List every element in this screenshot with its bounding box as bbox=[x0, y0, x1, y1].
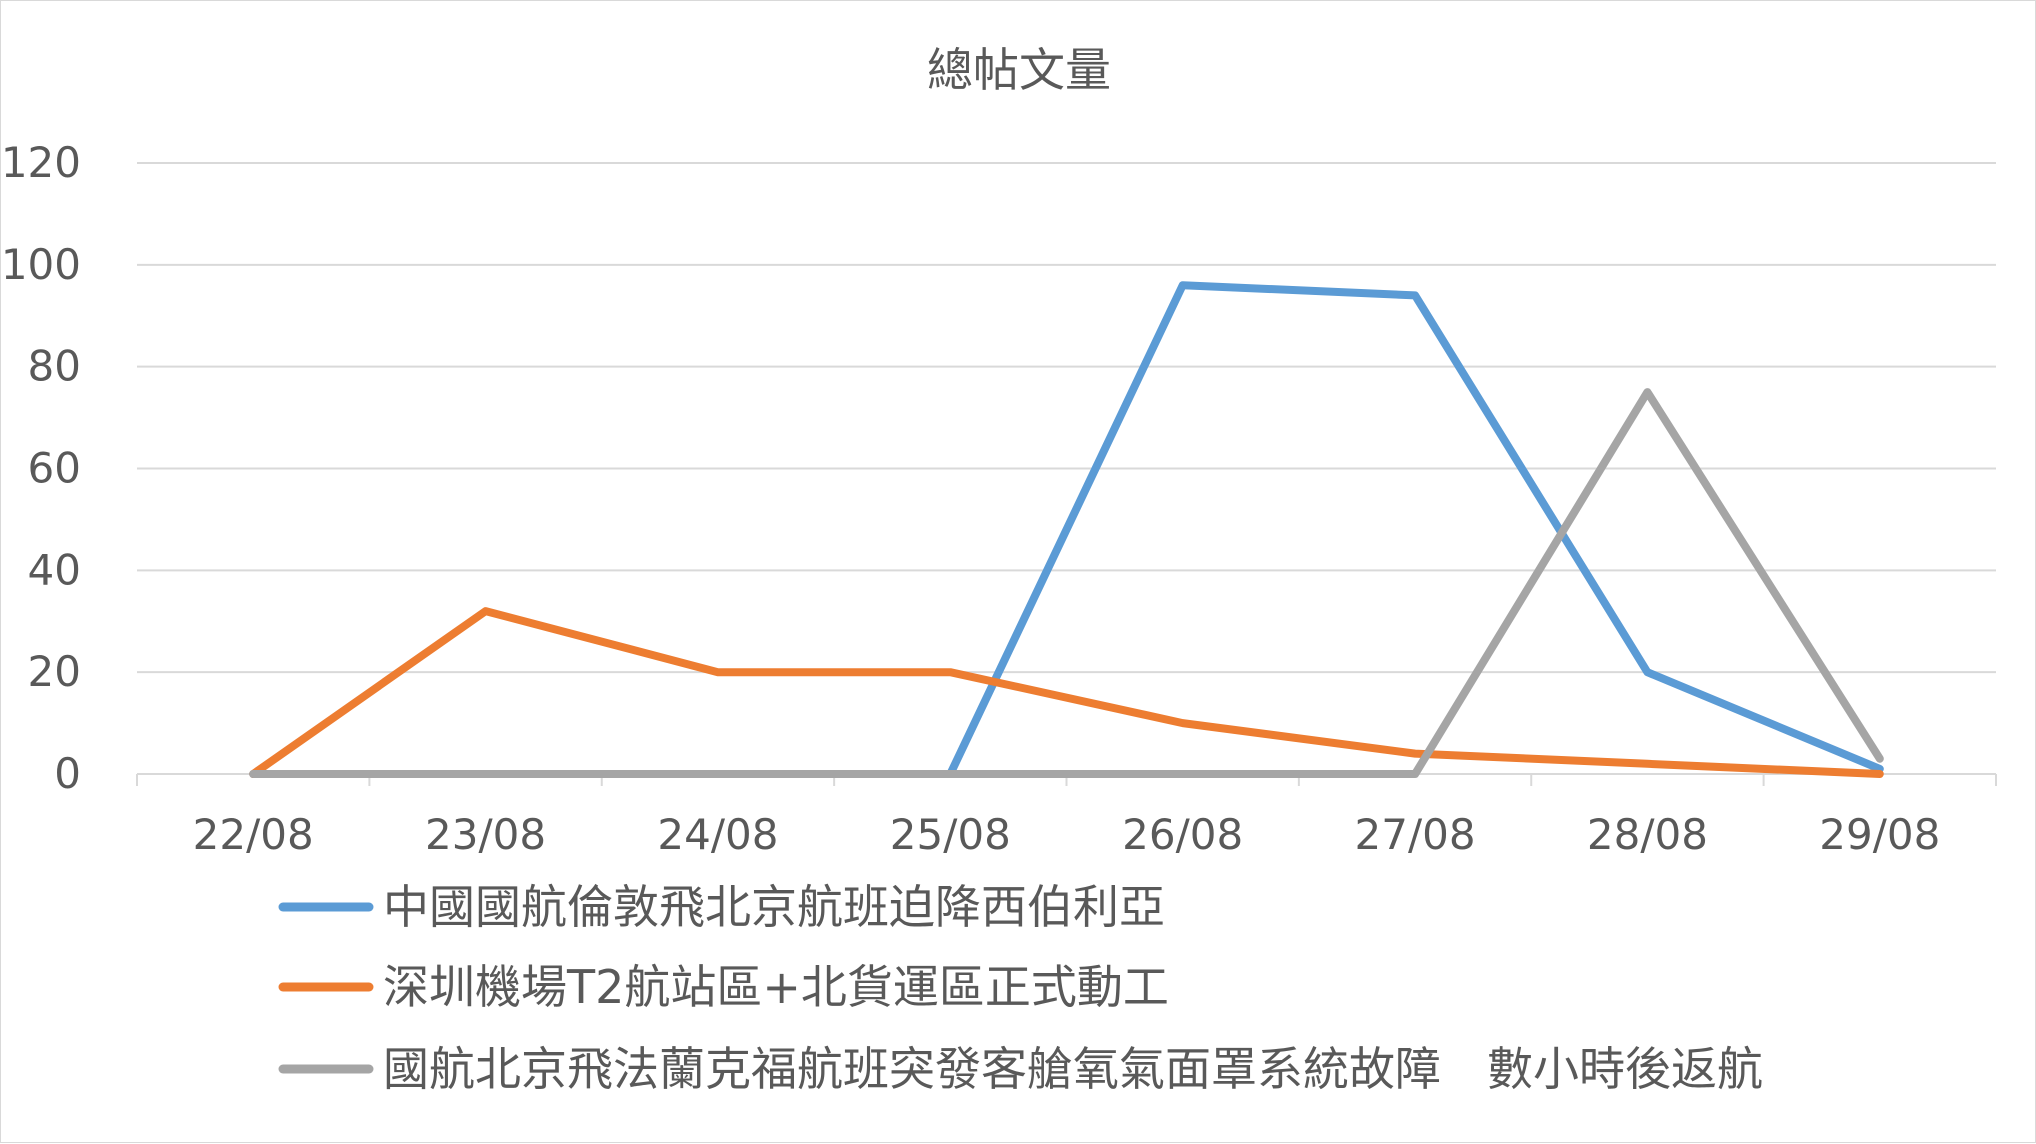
legend-item-3[interactable]: 國航北京飛法蘭克福航班突發客艙氧氣面罩系統故障 數小時後返航 bbox=[283, 1042, 1763, 1096]
x-tick-label: 23/08 bbox=[425, 810, 546, 859]
x-tick-label: 24/08 bbox=[657, 810, 778, 859]
legend-item-1[interactable]: 中國國航倫敦飛北京航班迫降西伯利亞 bbox=[283, 880, 1165, 934]
legend-label: 中國國航倫敦飛北京航班迫降西伯利亞 bbox=[383, 880, 1165, 934]
y-tick-label: 60 bbox=[28, 444, 81, 493]
x-axis-tick-labels: 22/08 23/08 24/08 25/08 26/08 27/08 28/08 29/08 bbox=[193, 810, 1941, 859]
y-tick-label: 80 bbox=[28, 342, 81, 391]
series-line-3 bbox=[253, 392, 1880, 774]
x-tick-label: 28/08 bbox=[1587, 810, 1708, 859]
x-tick-label: 22/08 bbox=[193, 810, 314, 859]
legend-item-2[interactable]: 深圳機場T2航站區+北貨運區正式動工 bbox=[283, 960, 1169, 1014]
legend-label: 國航北京飛法蘭克福航班突發客艙氧氣面罩系統故障 數小時後返航 bbox=[383, 1042, 1763, 1096]
y-tick-label: 0 bbox=[54, 749, 81, 798]
y-tick-label: 40 bbox=[28, 545, 81, 594]
x-tick-label: 25/08 bbox=[890, 810, 1011, 859]
y-tick-label: 120 bbox=[1, 138, 81, 187]
chart-title: 總帖文量 bbox=[927, 43, 1111, 97]
legend-label: 深圳機場T2航站區+北貨運區正式動工 bbox=[383, 960, 1169, 1014]
legend: 中國國航倫敦飛北京航班迫降西伯利亞深圳機場T2航站區+北貨運區正式動工國航北京飛… bbox=[283, 880, 1763, 1096]
x-tick-label: 29/08 bbox=[1819, 810, 1940, 859]
gridlines bbox=[137, 163, 1996, 672]
x-tick-label: 26/08 bbox=[1122, 810, 1243, 859]
series-line-2 bbox=[253, 611, 1880, 774]
y-tick-label: 20 bbox=[28, 647, 81, 696]
y-tick-label: 100 bbox=[1, 240, 81, 289]
series-lines bbox=[253, 285, 1880, 774]
x-tick-label: 27/08 bbox=[1355, 810, 1476, 859]
y-axis-tick-labels: 0 20 40 60 80 100 120 bbox=[1, 138, 81, 798]
